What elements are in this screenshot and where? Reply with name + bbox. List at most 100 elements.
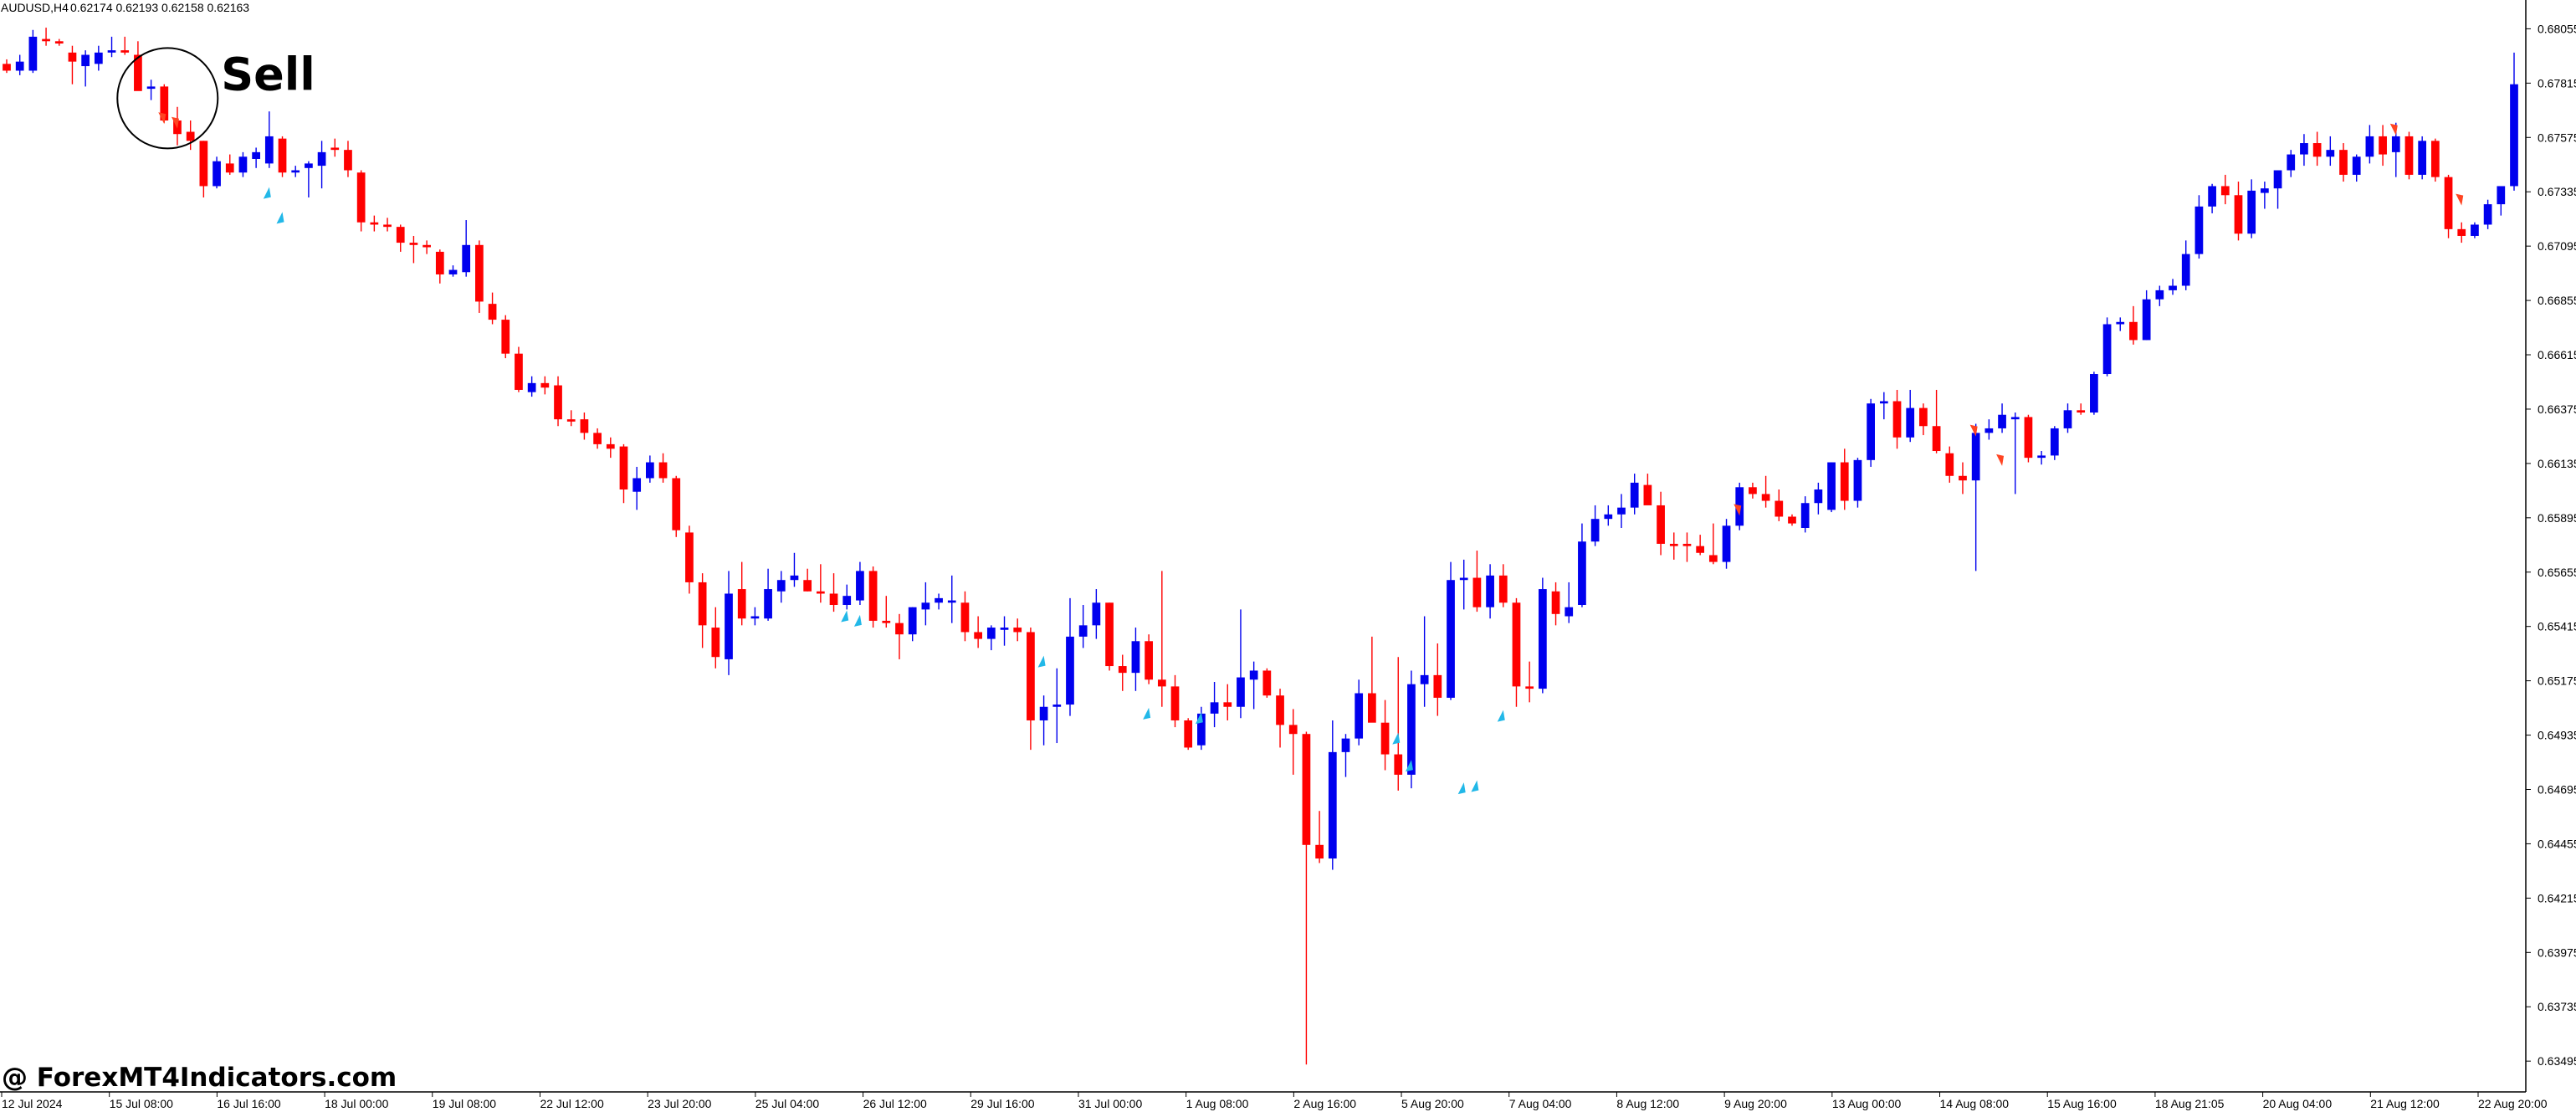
price-scale[interactable]: 0.68055 0.67815 0.67575 0.67335 0.67095 0.668…	[2526, 22, 2576, 1068]
candle	[146, 79, 156, 100]
candle-body	[1722, 525, 1731, 562]
candle-body	[2129, 321, 2138, 341]
candle	[252, 147, 260, 168]
candle-body	[1052, 705, 1062, 707]
candle-body	[107, 50, 116, 53]
candle-body	[2208, 186, 2216, 207]
candle-body	[1000, 628, 1009, 630]
candle-body	[1998, 414, 2006, 428]
buy-arrow-icon	[263, 187, 271, 199]
candle	[1355, 679, 1364, 746]
candle	[2220, 174, 2230, 205]
time-tick-label: 9 Aug 20:00	[1724, 1097, 1787, 1110]
candle	[396, 224, 405, 252]
candle	[264, 111, 274, 168]
candle-body	[1407, 684, 1416, 775]
candle-body	[462, 244, 471, 273]
candle-body	[1498, 575, 1508, 603]
candle	[1092, 589, 1101, 639]
candle-body	[264, 136, 274, 164]
candle	[1368, 636, 1376, 723]
candle	[2444, 174, 2453, 238]
candle-body	[2273, 170, 2282, 189]
buy-arrow-icon	[1457, 782, 1466, 795]
candle	[81, 50, 90, 87]
candle	[1761, 475, 1770, 508]
candle-body	[199, 141, 208, 187]
candle-body	[816, 591, 825, 594]
candle	[1000, 616, 1009, 646]
time-tick-label: 20 Aug 04:00	[2263, 1097, 2333, 1110]
candle-body	[146, 86, 156, 90]
candle-body	[42, 38, 50, 42]
price-tick-label: 0.67575	[2538, 131, 2576, 144]
candle	[1696, 535, 1705, 556]
candle-body	[2287, 154, 2296, 171]
candle-body	[1302, 734, 1311, 845]
candle-body	[1761, 494, 1770, 501]
candle	[1565, 582, 1574, 623]
candle	[1578, 523, 1586, 607]
candle-body	[2063, 410, 2072, 428]
candle-body	[764, 589, 772, 619]
candle	[711, 607, 720, 669]
candle	[1959, 462, 1967, 495]
candle	[947, 575, 956, 623]
candle-body	[2181, 254, 2190, 286]
candle-body	[1853, 459, 1862, 501]
candle-body	[1078, 625, 1088, 637]
candle-body	[238, 156, 248, 173]
sell-arrow-icon	[1969, 424, 1978, 437]
sell-arrow-icon	[1996, 454, 2005, 466]
candle-body	[1879, 401, 1888, 404]
candle	[606, 437, 615, 459]
time-tick-label: 23 Jul 20:00	[648, 1097, 711, 1110]
time-scale[interactable]: 12 Jul 2024 15 Jul 08:00 16 Jul 16:00 18 Ju…	[1, 1092, 2548, 1110]
candle	[986, 625, 996, 651]
candle-body	[1617, 507, 1626, 515]
candle	[2339, 143, 2348, 182]
time-tick-label: 29 Jul 16:00	[970, 1097, 1034, 1110]
candle-body	[475, 244, 484, 302]
candle-body	[790, 575, 799, 581]
candle	[1288, 709, 1298, 775]
signal-arrows-group	[158, 112, 2464, 795]
candle	[1472, 551, 1482, 612]
candle-body	[1892, 401, 1902, 438]
candle	[370, 215, 379, 232]
candle-body	[1525, 686, 1534, 689]
candle-body	[1696, 546, 1705, 553]
candle	[1170, 674, 1180, 728]
candle-body	[1932, 426, 1941, 452]
candle-body	[2194, 206, 2204, 254]
time-tick-label: 1 Aug 08:00	[1186, 1097, 1249, 1110]
sell-annotation: Sell	[116, 47, 315, 150]
candle	[1722, 519, 1731, 569]
candle-body	[2391, 136, 2400, 152]
candle-body	[2483, 204, 2492, 225]
buy-arrow-icon	[1195, 712, 1203, 725]
candle-body	[94, 52, 103, 64]
candle	[2273, 170, 2282, 209]
candle-body	[1959, 475, 1967, 481]
candle	[2077, 403, 2086, 415]
candle	[2024, 414, 2033, 463]
sell-arrow-icon	[2456, 193, 2464, 206]
candle-body	[1210, 702, 1219, 714]
candle-body	[974, 632, 983, 639]
candle-body	[803, 580, 812, 592]
price-tick-label: 0.63735	[2538, 1000, 2576, 1013]
time-tick-label: 8 Aug 12:00	[1616, 1097, 1679, 1110]
candle	[1827, 462, 1836, 513]
candle-body	[737, 589, 746, 619]
candle	[816, 564, 825, 603]
candle-body	[1131, 641, 1140, 674]
candle	[1105, 602, 1114, 671]
candle-body	[1630, 482, 1639, 508]
candle	[1066, 597, 1074, 716]
candle-body	[3, 64, 11, 71]
candle	[645, 455, 654, 483]
candle-body	[1749, 487, 1757, 495]
candle-body	[356, 172, 366, 223]
